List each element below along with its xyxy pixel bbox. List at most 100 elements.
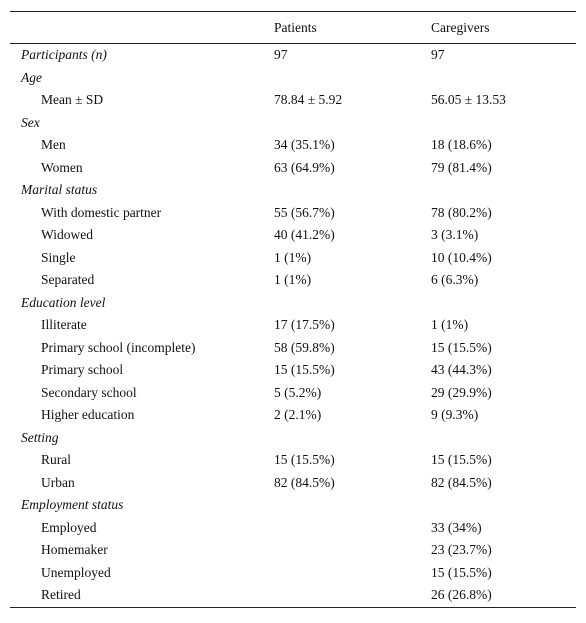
header-cell bbox=[10, 12, 274, 44]
row-label: Women bbox=[41, 159, 83, 175]
cell: 82 (84.5%) bbox=[274, 474, 335, 490]
cell: 78.84 ± 5.92 bbox=[274, 92, 343, 108]
cell bbox=[274, 112, 431, 135]
data-row: Women 63 (64.9%) 79 (81.4%) bbox=[10, 157, 576, 180]
data-row: Primary school (incomplete) 58 (59.8%) 15 … bbox=[10, 337, 576, 360]
cell bbox=[274, 179, 431, 202]
section-title: Participants (n) bbox=[21, 47, 107, 63]
row-label: With domestic partner bbox=[41, 204, 162, 220]
cell: 15 (15.5%) bbox=[274, 362, 335, 378]
data-row: Urban 82 (84.5%) 82 (84.5%) bbox=[10, 472, 576, 495]
cell: 1 (1%) bbox=[274, 249, 312, 265]
section-row: Setting bbox=[10, 427, 576, 450]
cell: 15 (15.5%) bbox=[431, 452, 492, 468]
data-row: Higher education 2 (2.1%) 9 (9.3%) bbox=[10, 404, 576, 427]
row-label: Primary school bbox=[41, 362, 124, 378]
data-row: Single 1 (1%) 10 (10.4%) bbox=[10, 247, 576, 270]
row-label: Homemaker bbox=[41, 542, 108, 558]
table-body: Participants (n) 97 97 Age Mean ± SD 78.84 ± … bbox=[10, 44, 576, 607]
row-label: Illiterate bbox=[41, 317, 87, 333]
row-label: Unemployed bbox=[41, 564, 111, 580]
cell: 2 (2.1%) bbox=[274, 407, 322, 423]
row-label: Secondary school bbox=[41, 384, 137, 400]
cell: 1 (1%) bbox=[431, 317, 469, 333]
section-row: Marital status bbox=[10, 179, 576, 202]
section-row: Education level bbox=[10, 292, 576, 315]
cell bbox=[274, 494, 431, 517]
data-row: Secondary school 5 (5.2%) 29 (29.9%) bbox=[10, 382, 576, 405]
data-row: Mean ± SD 78.84 ± 5.92 56.05 ± 13.53 bbox=[10, 89, 576, 112]
cell bbox=[431, 427, 576, 450]
cell: 43 (44.3%) bbox=[431, 362, 492, 378]
cell: 15 (15.5%) bbox=[274, 452, 335, 468]
cell: 10 (10.4%) bbox=[431, 249, 492, 265]
cell bbox=[431, 494, 576, 517]
cell bbox=[274, 584, 431, 607]
data-row: Homemaker 23 (23.7%) bbox=[10, 539, 576, 562]
cell: 34 (35.1%) bbox=[274, 137, 335, 153]
section-title: Setting bbox=[21, 429, 59, 445]
cell: 33 (34%) bbox=[431, 519, 482, 535]
cell: 3 (3.1%) bbox=[431, 227, 479, 243]
data-row: Separated 1 (1%) 6 (6.3%) bbox=[10, 269, 576, 292]
cell bbox=[274, 427, 431, 450]
cell bbox=[274, 517, 431, 540]
row-label: Higher education bbox=[41, 407, 135, 423]
data-table: Patients Caregivers Participants (n) 97 97… bbox=[10, 12, 576, 607]
data-row: Employed 33 (34%) bbox=[10, 517, 576, 540]
row-label: Retired bbox=[41, 587, 81, 603]
row-label: Separated bbox=[41, 272, 95, 288]
cell: 78 (80.2%) bbox=[431, 204, 492, 220]
data-row: Widowed 40 (41.2%) 3 (3.1%) bbox=[10, 224, 576, 247]
section-title: Marital status bbox=[21, 182, 98, 198]
table-frame: Patients Caregivers Participants (n) 97 97… bbox=[10, 11, 576, 608]
cell: 9 (9.3%) bbox=[431, 407, 479, 423]
cell bbox=[274, 67, 431, 90]
section-row: Employment status bbox=[10, 494, 576, 517]
section-row: Participants (n) 97 97 bbox=[10, 44, 576, 67]
cell: 15 (15.5%) bbox=[431, 564, 492, 580]
section-title: Education level bbox=[21, 294, 106, 310]
cell bbox=[274, 292, 431, 315]
cell bbox=[431, 67, 576, 90]
section-title: Employment status bbox=[21, 497, 124, 513]
data-row: Rural 15 (15.5%) 15 (15.5%) bbox=[10, 449, 576, 472]
row-label: Employed bbox=[41, 519, 97, 535]
cell: 55 (56.7%) bbox=[274, 204, 335, 220]
cell: 97 bbox=[274, 47, 288, 63]
section-row: Sex bbox=[10, 112, 576, 135]
row-label: Primary school (incomplete) bbox=[41, 339, 196, 355]
cell: 79 (81.4%) bbox=[431, 159, 492, 175]
header-cell: Patients bbox=[274, 12, 431, 44]
cell: 1 (1%) bbox=[274, 272, 312, 288]
header-row: Patients Caregivers bbox=[10, 12, 576, 44]
cell bbox=[274, 539, 431, 562]
data-row: Men 34 (35.1%) 18 (18.6%) bbox=[10, 134, 576, 157]
cell: 5 (5.2%) bbox=[274, 384, 322, 400]
cell: 6 (6.3%) bbox=[431, 272, 479, 288]
row-label: Rural bbox=[41, 452, 71, 468]
cell: 26 (26.8%) bbox=[431, 587, 492, 603]
data-row: Primary school 15 (15.5%) 43 (44.3%) bbox=[10, 359, 576, 382]
section-row: Age bbox=[10, 67, 576, 90]
cell: 97 bbox=[431, 47, 445, 63]
cell bbox=[431, 112, 576, 135]
cell: 29 (29.9%) bbox=[431, 384, 492, 400]
cell: 56.05 ± 13.53 bbox=[431, 92, 506, 108]
data-row: Illiterate 17 (17.5%) 1 (1%) bbox=[10, 314, 576, 337]
cell: 63 (64.9%) bbox=[274, 159, 335, 175]
header-cell: Caregivers bbox=[431, 12, 576, 44]
data-row: Retired 26 (26.8%) bbox=[10, 584, 576, 607]
cell bbox=[274, 562, 431, 585]
section-title: Age bbox=[21, 69, 42, 85]
section-title: Sex bbox=[21, 114, 40, 130]
cell: 82 (84.5%) bbox=[431, 474, 492, 490]
data-row: With domestic partner 55 (56.7%) 78 (80.2%… bbox=[10, 202, 576, 225]
row-label: Mean ± SD bbox=[41, 92, 104, 108]
row-label: Urban bbox=[41, 474, 75, 490]
cell: 40 (41.2%) bbox=[274, 227, 335, 243]
cell: 17 (17.5%) bbox=[274, 317, 335, 333]
cell: 58 (59.8%) bbox=[274, 339, 335, 355]
row-label: Men bbox=[41, 137, 66, 153]
cell: 18 (18.6%) bbox=[431, 137, 492, 153]
